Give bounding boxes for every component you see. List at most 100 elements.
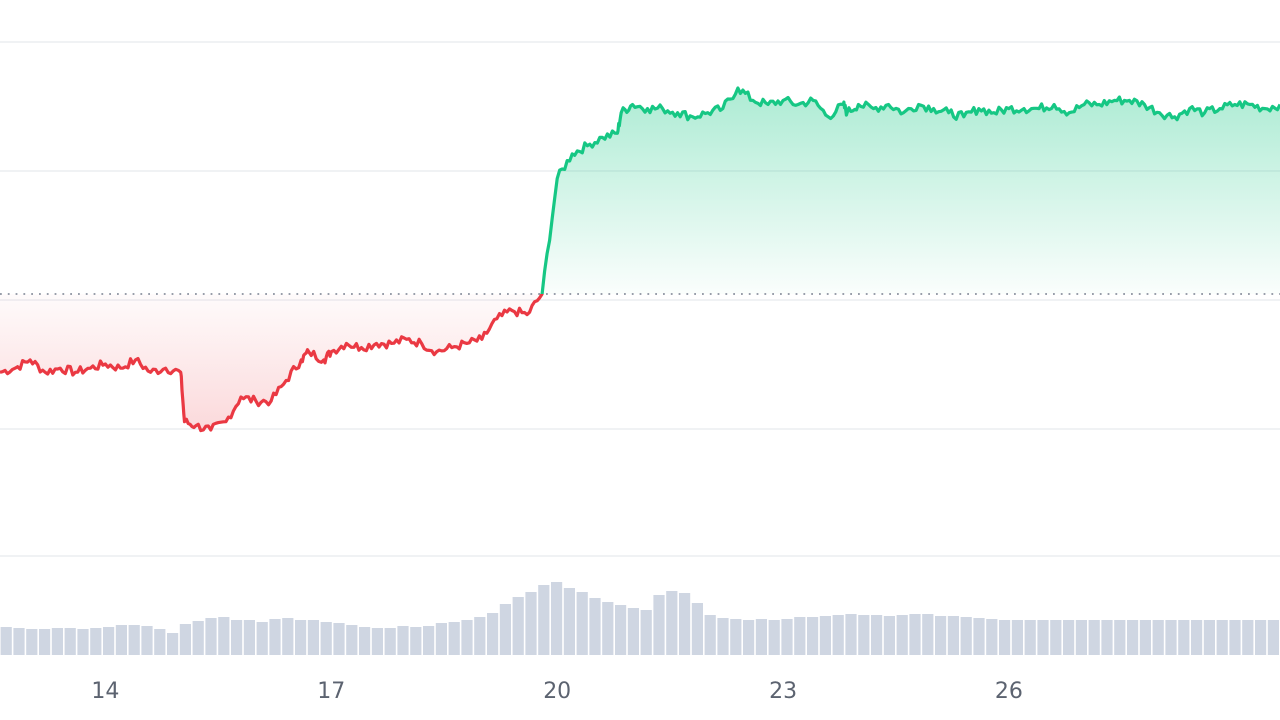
volume-bar [1229, 620, 1241, 655]
volume-bar [397, 626, 409, 655]
volume-bar [1063, 620, 1075, 655]
volume-bar [743, 620, 755, 655]
volume-bar [1191, 620, 1203, 655]
volume-bar [1216, 620, 1228, 655]
volume-bar [1075, 620, 1087, 655]
volume-bar [90, 628, 102, 655]
x-tick-label: 20 [543, 679, 571, 704]
volume-bar [755, 619, 767, 655]
volume-bar [666, 591, 678, 655]
volume-bar [218, 617, 230, 655]
volume-bar [448, 622, 460, 655]
volume-bar [1011, 620, 1023, 655]
volume-bar [615, 605, 627, 655]
volume-bar [64, 628, 76, 655]
volume-bar [512, 597, 524, 655]
volume-bar [192, 621, 204, 655]
volume-bar [896, 615, 908, 655]
volume-bar [487, 613, 499, 655]
volume-bar [832, 615, 844, 655]
volume-bar [973, 618, 985, 655]
volume-bar [205, 618, 217, 655]
volume-bar [282, 618, 294, 655]
area-below-baseline [0, 294, 1280, 431]
volume-bar [653, 595, 665, 655]
volume-bar [384, 628, 396, 655]
volume-bar [115, 625, 127, 655]
volume-bar [128, 625, 140, 655]
volume-bar [551, 582, 563, 655]
volume-bar [39, 629, 51, 655]
volume-bar [141, 626, 153, 655]
volume-bar [525, 592, 537, 655]
volume-bar [1037, 620, 1049, 655]
volume-bar [1088, 620, 1100, 655]
volume-bar [563, 588, 575, 655]
volume-bar [845, 614, 857, 655]
volume-bar [1024, 620, 1036, 655]
volume-bar [243, 620, 255, 655]
volume-bar [922, 614, 934, 655]
volume-bar [1050, 620, 1062, 655]
volume-bar [909, 614, 921, 655]
volume-bar [103, 627, 115, 655]
volume-bar [435, 623, 447, 655]
volume-bar [1178, 620, 1190, 655]
volume-bar [781, 619, 793, 655]
volume-bar [986, 619, 998, 655]
price-areas [0, 88, 1280, 431]
volume-bar [602, 602, 614, 655]
volume-bar [359, 627, 371, 655]
volume-bar [1152, 620, 1164, 655]
volume-bar [1203, 620, 1215, 655]
volume-bar [538, 585, 550, 655]
volume-bar [423, 626, 435, 655]
volume-bar [371, 628, 383, 655]
volume-bar [0, 627, 12, 655]
price-line-down [0, 294, 544, 433]
volume-bar [333, 623, 345, 655]
volume-bar [819, 616, 831, 655]
volume-bar [1139, 620, 1151, 655]
volume-bar [307, 620, 319, 655]
volume-bar [346, 625, 358, 655]
volume-bar [947, 616, 959, 655]
volume-bar [717, 618, 729, 655]
volume-bars [0, 582, 1279, 655]
volume-bar [960, 617, 972, 655]
volume-bar [256, 622, 268, 655]
volume-bar [1165, 620, 1177, 655]
volume-bar [167, 633, 179, 655]
volume-bar [627, 608, 639, 655]
volume-bar [474, 617, 486, 655]
volume-bar [499, 604, 511, 655]
volume-bar [589, 598, 601, 655]
x-axis-ticks: 14 17 20 23 26 [91, 679, 1023, 704]
volume-bar [231, 620, 243, 655]
volume-bar [1114, 620, 1126, 655]
x-tick-label: 23 [769, 679, 797, 704]
volume-bar [999, 620, 1011, 655]
x-tick-label: 26 [995, 679, 1023, 704]
volume-bar [410, 627, 422, 655]
price-lines [0, 86, 1280, 433]
price-line-up [540, 86, 1280, 294]
volume-bar [704, 615, 716, 655]
volume-bar [295, 620, 307, 655]
area-above-baseline [0, 88, 1280, 294]
volume-bar [640, 610, 652, 655]
volume-bar [51, 628, 63, 655]
x-tick-label: 17 [317, 679, 345, 704]
volume-bar [1242, 620, 1254, 655]
volume-bar [871, 615, 883, 655]
volume-bar [691, 603, 703, 655]
volume-bar [768, 620, 780, 655]
volume-bar [730, 619, 742, 655]
volume-bar [320, 622, 332, 655]
volume-bar [935, 616, 947, 655]
volume-bar [179, 624, 191, 655]
volume-bar [794, 617, 806, 655]
volume-bar [576, 592, 588, 655]
volume-bar [807, 617, 819, 655]
